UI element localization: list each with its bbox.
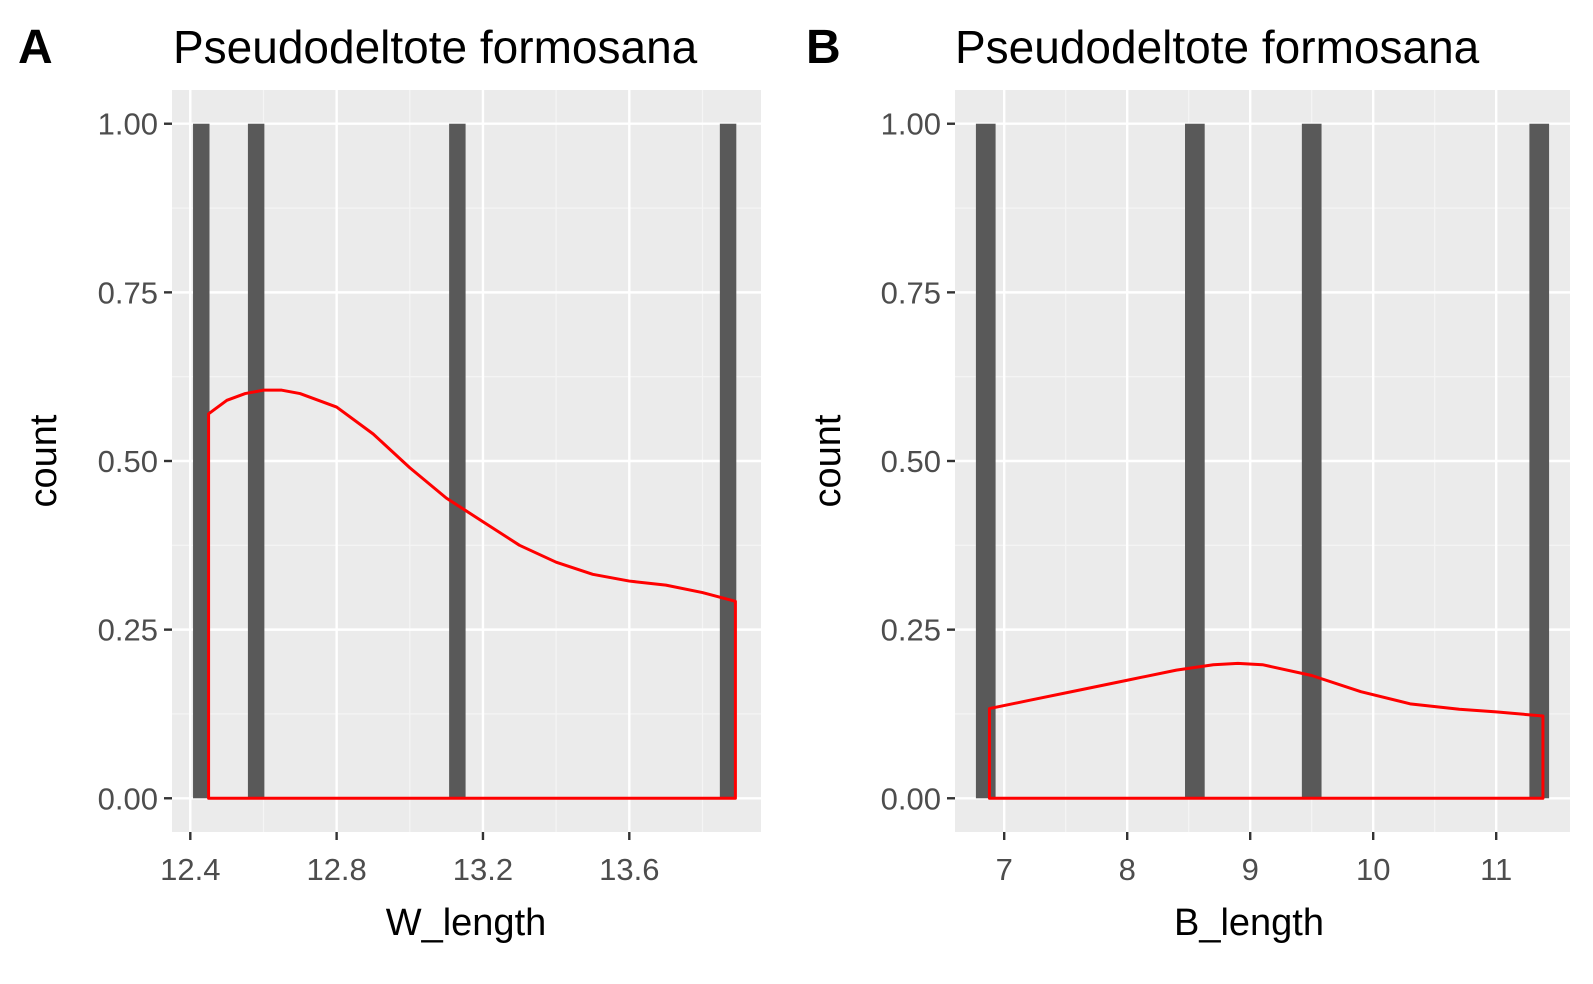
panel-a: A Pseudodeltote formosana 12.4 12.8 13.2 13… xyxy=(18,21,761,944)
x-tick-label: 12.8 xyxy=(306,852,366,887)
x-tick-label: 13.6 xyxy=(599,852,659,887)
x-axis-title-b: B_length xyxy=(1174,902,1324,944)
y-tick-label: 1.00 xyxy=(98,107,158,142)
histogram-bar-a-3 xyxy=(449,123,466,799)
y-tick-label: 0.50 xyxy=(881,444,941,479)
x-tick-label: 13.2 xyxy=(453,852,513,887)
density-curve-a xyxy=(207,388,737,800)
histogram-bar-b-3 xyxy=(1301,123,1322,799)
panel-label-a: A xyxy=(18,21,53,74)
y-tick-label: 0.75 xyxy=(98,275,158,310)
x-tick-label: 7 xyxy=(996,852,1013,887)
panel-b: B Pseudodeltote formosana 7 8 9 10 11 0.000.… xyxy=(806,21,1570,944)
chart-title-a: Pseudodeltote formosana xyxy=(173,21,698,73)
y-ticks-a: 0.00 0.25 0.50 0.75 1.00 xyxy=(98,107,172,816)
histogram-bar-a-4 xyxy=(719,123,737,799)
x-tick-label: 9 xyxy=(1242,852,1259,887)
x-tick-label: 12.4 xyxy=(160,852,220,887)
y-ticks-b: 0.00 0.25 0.50 0.75 1.00 xyxy=(881,107,955,816)
bars-b xyxy=(975,123,1550,799)
x-ticks-b: 7 8 9 10 11 xyxy=(996,832,1512,887)
histogram-bar-b-2 xyxy=(1185,123,1205,799)
density-b xyxy=(987,661,1545,800)
density-curve-b xyxy=(987,661,1545,800)
y-tick-label: 1.00 xyxy=(881,107,941,142)
bars-a xyxy=(193,123,737,799)
density-a xyxy=(207,388,737,800)
histogram-bar-a-2 xyxy=(247,123,265,799)
panel-label-b: B xyxy=(806,21,841,74)
y-tick-label: 0.25 xyxy=(881,613,941,648)
y-tick-label: 0.50 xyxy=(98,444,158,479)
chart-title-b: Pseudodeltote formosana xyxy=(955,21,1480,73)
histogram-bar-b-4 xyxy=(1529,123,1550,799)
y-tick-label: 0.00 xyxy=(98,781,158,816)
y-axis-title-a: count xyxy=(23,414,65,507)
x-ticks-a: 12.4 12.8 13.2 13.6 xyxy=(160,832,659,887)
y-axis-title-b: count xyxy=(807,414,849,507)
x-tick-label: 8 xyxy=(1119,852,1136,887)
x-tick-label: 10 xyxy=(1356,852,1390,887)
histogram-bar-a-1 xyxy=(193,123,210,799)
y-tick-label: 0.75 xyxy=(881,275,941,310)
histogram-bar-b-1 xyxy=(975,123,996,799)
x-tick-label: 11 xyxy=(1480,852,1512,887)
minor-gridlines-y-b xyxy=(955,207,1570,715)
y-tick-label: 0.25 xyxy=(98,613,158,648)
minor-gridlines-y-a xyxy=(172,207,761,715)
y-tick-label: 0.00 xyxy=(881,781,941,816)
x-axis-title-a: W_length xyxy=(386,902,547,944)
